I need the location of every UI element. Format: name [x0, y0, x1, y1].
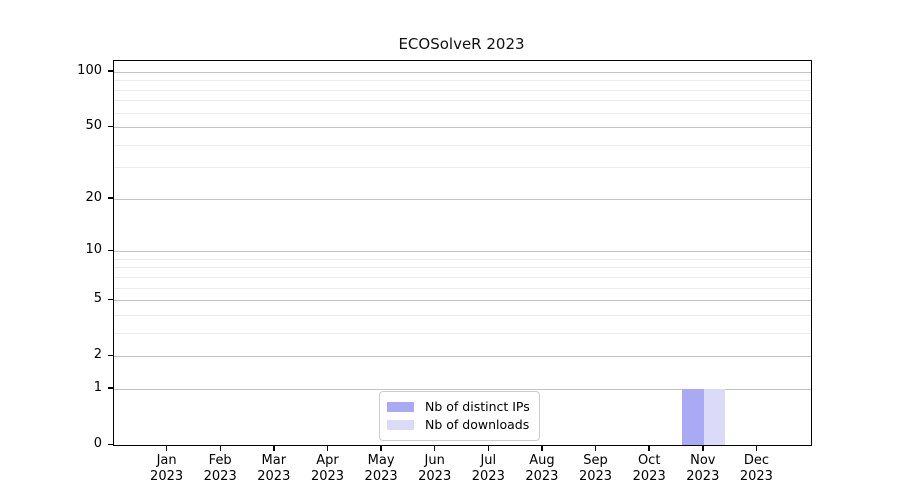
legend-swatch-distinct-ips [387, 401, 414, 412]
x-tick-label-mar: Mar 2023 [257, 453, 291, 484]
chart-title: ECOSolveR 2023 [398, 35, 525, 53]
y-tick-label-1: 1 [93, 379, 102, 395]
plot-area [113, 60, 812, 446]
gridline-major-20 [114, 198, 811, 200]
gridline-major-5 [114, 300, 811, 302]
gridline-minor-3 [114, 332, 811, 334]
gridline-minor-6 [114, 287, 811, 289]
y-tick-50 [108, 125, 113, 127]
gridline-minor-9 [114, 258, 811, 260]
x-tick-label-sep: Sep 2023 [578, 453, 613, 484]
x-tick-feb [219, 445, 221, 451]
x-tick-mar [273, 445, 275, 451]
gridline-minor-7 [114, 276, 811, 278]
x-tick-label-may: May 2023 [364, 453, 398, 484]
x-tick-sep [594, 445, 597, 451]
gridline-minor-30 [114, 167, 811, 169]
legend-swatch-downloads [387, 419, 414, 430]
legend-label-downloads: Nb of downloads [425, 417, 530, 432]
legend: Nb of distinct IPs Nb of downloads [379, 391, 540, 441]
x-tick-label-apr: Apr 2023 [310, 453, 345, 484]
y-tick-label-0: 0 [93, 436, 102, 451]
gridline-minor-90 [114, 80, 811, 82]
y-tick-5 [108, 298, 113, 301]
x-tick-label-aug: Aug 2023 [525, 453, 559, 484]
y-tick-label-2: 2 [93, 347, 102, 363]
x-tick-label-oct: Oct 2023 [632, 453, 666, 484]
y-tick-label-10: 10 [85, 242, 102, 257]
x-tick-jun [433, 445, 436, 451]
gridline-minor-4 [114, 314, 811, 316]
x-tick-dec [755, 445, 758, 451]
gridline-major-10 [114, 251, 811, 252]
gridline-major-50 [114, 127, 811, 128]
gridline-minor-80 [114, 89, 811, 91]
x-tick-label-jul: Jul 2023 [471, 453, 505, 484]
x-tick-apr [326, 445, 329, 451]
y-tick-0 [108, 443, 113, 445]
x-tick-label-jun: Jun 2023 [418, 453, 452, 484]
bar-nov-distinct-ips [682, 388, 704, 445]
y-tick-20 [108, 197, 113, 199]
gridline-minor-8 [114, 267, 811, 269]
y-tick-label-5: 5 [93, 291, 102, 307]
gridline-major-100 [114, 71, 811, 73]
x-tick-jan [165, 445, 168, 451]
x-tick-nov [702, 445, 704, 451]
gridline-minor-40 [114, 144, 811, 146]
y-tick-label-100: 100 [77, 62, 102, 78]
gridline-minor-60 [114, 112, 811, 114]
y-tick-10 [108, 249, 113, 251]
x-tick-jul [487, 445, 490, 451]
x-tick-label-feb: Feb 2023 [203, 453, 237, 484]
legend-entry-distinct-ips: Nb of distinct IPs [387, 398, 530, 415]
legend-label-distinct-ips: Nb of distinct IPs [425, 399, 530, 414]
legend-entry-downloads: Nb of downloads [387, 416, 530, 433]
y-tick-2 [108, 354, 113, 357]
y-tick-label-50: 50 [85, 118, 102, 133]
gridline-major-1 [114, 388, 811, 390]
gridline-major-2 [114, 356, 811, 358]
x-tick-label-nov: Nov 2023 [686, 453, 720, 484]
y-tick-label-20: 20 [85, 189, 102, 205]
bar-nov-downloads [703, 388, 726, 445]
x-tick-aug [541, 445, 543, 451]
y-tick-100 [108, 70, 113, 72]
gridline-minor-70 [114, 100, 811, 102]
x-tick-may [380, 445, 382, 451]
x-tick-label-dec: Dec 2023 [739, 453, 773, 484]
y-tick-1 [108, 387, 113, 389]
x-tick-oct [648, 445, 650, 451]
x-tick-label-jan: Jan 2023 [150, 453, 184, 484]
